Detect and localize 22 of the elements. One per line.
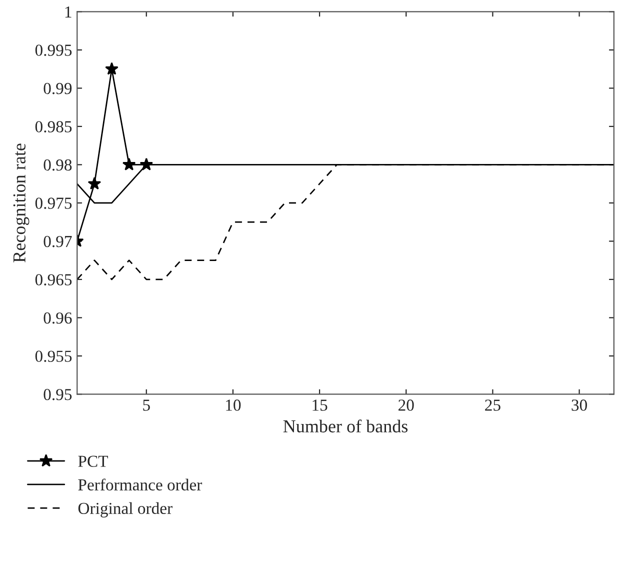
y-tick-label: 0.96 [44, 312, 72, 324]
y-tick-label: 0.99 [44, 82, 72, 94]
y-tick-label: 0.98 [44, 159, 72, 171]
legend-label: PCT [78, 456, 108, 467]
y-tick-label: 0.965 [35, 274, 72, 286]
x-tick-label: 25 [485, 400, 500, 411]
y-axis-title: Recognition rate [13, 144, 30, 262]
x-axis-title: Number of bands [283, 420, 408, 432]
y-tick-label: 0.955 [35, 350, 72, 362]
y-tick-label: 0.995 [35, 44, 72, 56]
legend-label: Original order [78, 502, 172, 518]
y-tick-label: 0.97 [44, 236, 72, 248]
y-tick-label: 0.95 [44, 388, 72, 400]
x-tick-label: 5 [143, 400, 150, 411]
x-tick-label: 15 [312, 400, 328, 411]
y-tick-label: 0.985 [35, 121, 72, 132]
y-tick-label: 0.975 [35, 198, 72, 209]
x-tick-label: 30 [572, 400, 587, 411]
x-tick-label: 10 [226, 400, 241, 411]
legend-label: Performance order [78, 478, 202, 490]
y-tick-label: 1 [65, 6, 72, 18]
x-tick-label: 20 [398, 400, 414, 411]
